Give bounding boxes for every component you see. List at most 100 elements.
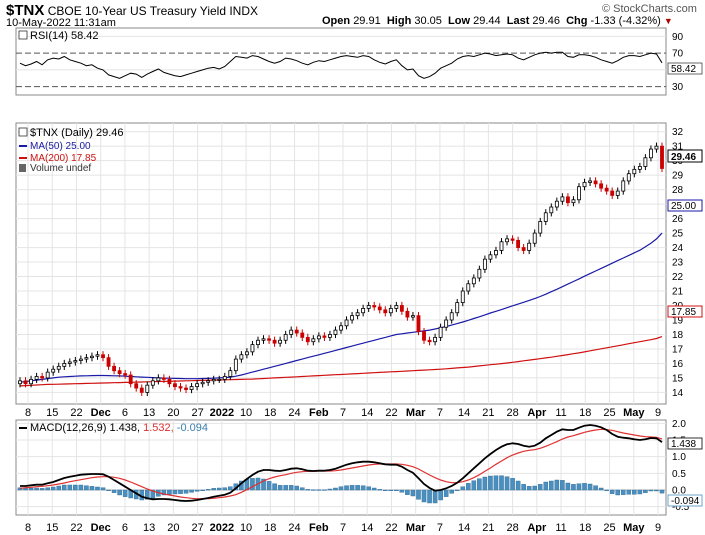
candle-body xyxy=(543,212,548,222)
macd-hist-bar xyxy=(189,489,194,493)
legend-ma50: MA(50) 25.00 xyxy=(30,141,91,152)
macd-hist-bar xyxy=(383,489,388,492)
macd-hist-bar xyxy=(637,489,643,495)
macd-hist-bar xyxy=(360,485,366,491)
candle-body xyxy=(200,381,205,385)
macd-hist-bar xyxy=(23,488,28,491)
candle-body xyxy=(40,376,45,379)
datetime: 10-May-2022 11:31am xyxy=(6,17,116,29)
candle-body xyxy=(112,365,117,372)
macd-hist-bar xyxy=(183,489,189,494)
ohlc-summary: Open 29.91 High 30.05 Low 29.44 Last 29.… xyxy=(322,15,673,27)
macd-hist-bar xyxy=(266,481,272,491)
x-tick-label: 8 xyxy=(25,522,31,534)
candle-body xyxy=(538,221,543,234)
candle-body xyxy=(128,374,133,385)
ma200-value-label: 17.85 xyxy=(671,307,696,318)
hist-value-box xyxy=(667,494,703,507)
ma50-value-label: 25.00 xyxy=(671,201,696,212)
candle-body xyxy=(599,183,604,189)
x-tick-label: 7 xyxy=(340,407,346,419)
candle-body xyxy=(399,305,404,312)
macd-hist-bar xyxy=(626,489,632,495)
macd-hist-bar xyxy=(228,486,233,491)
x-tick-label: 22 xyxy=(385,407,397,419)
last-value: 29.46 xyxy=(532,15,560,27)
candle-body xyxy=(427,339,432,343)
macd-hist-bar xyxy=(283,485,288,491)
x-tick-label: Apr xyxy=(527,522,547,534)
candle-body xyxy=(637,166,642,170)
x-tick-label: 11 xyxy=(555,522,566,534)
candle-body xyxy=(78,358,83,361)
macd-hist-bar xyxy=(504,476,510,491)
rsi-panel: 90705030 58.42 RSI(14) 58.42 xyxy=(15,27,703,96)
candle-body xyxy=(394,305,399,309)
candle-body xyxy=(571,199,576,204)
candle-body xyxy=(233,358,238,372)
ma50-line xyxy=(19,232,663,383)
x-axis-middle: 8 15 22 Dec 6 13 20 27 2022 10 18 24 Feb 7 14 22 Mar 7 14 2… xyxy=(25,407,661,419)
candle-body xyxy=(289,329,294,335)
candle-body xyxy=(582,181,587,188)
symbol: $TNX xyxy=(6,2,45,19)
macd-hist-bar xyxy=(405,489,410,495)
candle-body xyxy=(632,168,637,175)
macd-hist-bar xyxy=(526,486,532,491)
x-tick-label: 13 xyxy=(143,522,155,534)
macd-hist-bar xyxy=(333,487,338,491)
macd-hist-bar xyxy=(648,489,654,492)
candle-body xyxy=(156,377,161,382)
macd-hist-bar xyxy=(460,486,466,491)
x-tick-label: 28 xyxy=(506,407,518,419)
ma200-value-box xyxy=(667,305,703,318)
price-tick-label: 32 xyxy=(672,127,684,138)
macd-hist-bar xyxy=(366,486,371,491)
candle-body xyxy=(117,370,122,374)
macd-hist-bar xyxy=(604,489,609,492)
rsi-tick-label: 70 xyxy=(672,49,684,60)
price-tick-label: 17 xyxy=(672,344,684,355)
price-tick-label: 29 xyxy=(672,171,684,182)
x-tick-label: 22 xyxy=(70,407,82,419)
price-tick-label: 23 xyxy=(672,258,684,269)
candle-body xyxy=(73,360,78,363)
brand-watermark: © StockCharts.com xyxy=(602,3,697,15)
macd-hist-bar xyxy=(454,489,460,492)
x-tick-label: 15 xyxy=(46,407,58,419)
candle-body xyxy=(228,370,233,377)
macd-hist-bar xyxy=(172,489,178,495)
x-tick-label: Dec xyxy=(91,522,111,534)
macd-legend: MACD(12,26,9) 1.438, 1.532, -0.094 xyxy=(30,422,208,434)
macd-tick-label: 0.5 xyxy=(672,469,686,480)
macd-hist-bar xyxy=(111,489,117,493)
candle-body xyxy=(449,312,454,321)
macd-hist-bar xyxy=(582,483,587,491)
ma50-value-box xyxy=(667,199,703,212)
candle-body xyxy=(106,357,111,367)
candle-body xyxy=(654,145,659,150)
macd-hist-bar xyxy=(311,489,316,491)
x-tick-label: 14 xyxy=(458,522,470,534)
candle-body xyxy=(18,380,22,385)
macd-hist-bar xyxy=(449,489,454,494)
x-tick-label: 20 xyxy=(167,522,179,534)
exchange: INDX xyxy=(229,4,259,18)
macd-hist-bar xyxy=(537,484,543,491)
macd-hist-bar xyxy=(482,476,488,491)
x-tick-label: 27 xyxy=(191,522,203,534)
candle-body xyxy=(84,357,89,360)
x-tick-label: 6 xyxy=(122,407,128,419)
candle-body xyxy=(610,190,615,196)
candle-body xyxy=(62,363,67,367)
macd-hist-bar xyxy=(205,489,211,491)
price-frame xyxy=(15,122,667,405)
macd-hist-bar xyxy=(499,475,504,491)
candle-body xyxy=(505,238,509,243)
rsi-value-label: 58.42 xyxy=(671,64,696,75)
macd-hist-bar xyxy=(277,485,283,491)
candle-body xyxy=(372,305,377,308)
macd-legend-main: MACD(12,26,9) 1.438, xyxy=(30,422,140,434)
candle-body xyxy=(494,250,498,256)
candle-body xyxy=(45,371,50,379)
